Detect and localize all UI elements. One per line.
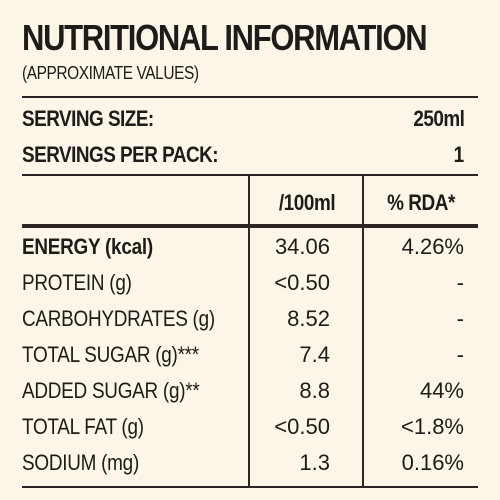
nutrient-rda: <1.8% — [401, 414, 464, 439]
table-row: TOTAL FAT (g) <0.50 <1.8% — [0, 410, 500, 444]
nutrient-name: PROTEIN (g) — [22, 270, 132, 295]
table-row: SODIUM (mg) 1.3 0.16% — [0, 446, 500, 480]
divider-bottom — [22, 486, 478, 488]
serving-size-value: 250ml — [412, 106, 465, 131]
nutrient-per-100ml: <0.50 — [274, 414, 330, 439]
nutrient-name: SODIUM (mg) — [22, 450, 139, 475]
nutrient-rda: 44% — [419, 378, 464, 403]
servings-per-pack-label: SERVINGS PER PACK: — [22, 142, 219, 167]
table-row: TOTAL SUGAR (g)*** 7.4 - — [0, 338, 500, 372]
nutrient-name: CARBOHYDRATES (g) — [22, 306, 215, 331]
serving-size-label: SERVING SIZE: — [22, 106, 154, 131]
nutrient-per-100ml: 34.06 — [274, 234, 330, 259]
panel-title: NUTRITIONAL INFORMATION — [22, 17, 428, 58]
column-header-rda: % RDA* — [387, 190, 455, 215]
nutrient-per-100ml: 8.52 — [287, 306, 330, 331]
nutrient-per-100ml: 7.4 — [299, 342, 330, 367]
column-divider-right — [362, 176, 364, 486]
nutrient-rda: - — [456, 306, 464, 331]
servings-per-pack-value: 1 — [453, 142, 465, 167]
divider-header — [22, 224, 478, 228]
table-row: ADDED SUGAR (g)** 8.8 44% — [0, 374, 500, 408]
nutrient-rda: 4.26% — [401, 234, 464, 259]
panel-subtitle: (APPROXIMATE VALUES) — [22, 63, 199, 83]
divider-servings — [22, 174, 478, 176]
nutrient-per-100ml: <0.50 — [274, 270, 330, 295]
table-row: PROTEIN (g) <0.50 - — [0, 266, 500, 300]
table-row: CARBOHYDRATES (g) 8.52 - — [0, 302, 500, 336]
table-row: ENERGY (kcal) 34.06 4.26% — [0, 230, 500, 264]
nutrient-per-100ml: 1.3 — [299, 450, 330, 475]
nutrient-rda: 0.16% — [401, 450, 464, 475]
nutrient-rda: - — [456, 270, 464, 295]
divider-top — [22, 96, 478, 98]
nutrient-per-100ml: 8.8 — [299, 378, 330, 403]
column-divider-left — [248, 176, 250, 486]
nutrient-name: TOTAL SUGAR (g)*** — [22, 342, 199, 367]
nutrient-name: TOTAL FAT (g) — [22, 414, 144, 439]
nutrient-name: ENERGY (kcal) — [22, 234, 153, 259]
column-header-per-100ml: /100ml — [278, 190, 336, 215]
nutrient-rda: - — [456, 342, 464, 367]
nutrient-name: ADDED SUGAR (g)** — [22, 378, 200, 403]
